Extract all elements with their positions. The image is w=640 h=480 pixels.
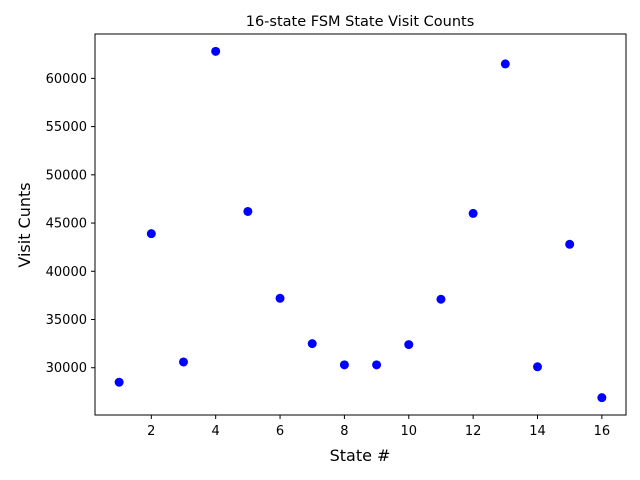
data-point — [211, 46, 221, 56]
data-point — [339, 360, 349, 370]
x-tick-label: 12 — [465, 424, 482, 439]
data-point — [533, 362, 542, 372]
data-point — [307, 339, 317, 349]
data-point — [179, 357, 188, 367]
data-point — [468, 208, 478, 218]
y-axis-title: Visit Cunts — [15, 182, 34, 267]
x-tick-label: 2 — [147, 424, 155, 439]
x-tick-label: 14 — [529, 424, 546, 439]
data-point — [404, 340, 414, 350]
plot-frame — [94, 33, 627, 416]
x-tick-label: 6 — [276, 424, 284, 439]
data-point — [146, 229, 156, 239]
data-point — [275, 293, 285, 303]
x-tick-label: 8 — [340, 424, 348, 439]
y-tick-label: 60000 — [46, 72, 87, 87]
points-layer — [114, 46, 607, 403]
data-point — [500, 59, 510, 69]
y-tick-label: 40000 — [46, 265, 87, 280]
data-point — [114, 377, 124, 387]
x-tick-label: 4 — [212, 424, 220, 439]
x-axis: 2 4 6 8 10 12 14 16 — [147, 415, 610, 439]
x-tick-label: 10 — [400, 424, 417, 439]
data-point — [597, 393, 607, 403]
y-tick-label: 30000 — [46, 361, 87, 376]
chart-title: 16-state FSM State Visit Counts — [246, 14, 475, 30]
y-tick-label: 50000 — [46, 168, 87, 183]
data-point — [243, 206, 253, 216]
x-axis-title: State # — [330, 446, 391, 465]
y-tick-label: 55000 — [46, 120, 87, 135]
y-tick-label: 45000 — [46, 217, 87, 232]
data-point — [372, 360, 382, 370]
y-tick-label: 35000 — [46, 313, 87, 328]
data-point — [565, 239, 575, 249]
x-tick-label: 16 — [594, 424, 611, 439]
y-axis: 30000 35000 40000 45000 50000 55000 60000 — [46, 72, 95, 376]
data-point — [436, 294, 446, 304]
